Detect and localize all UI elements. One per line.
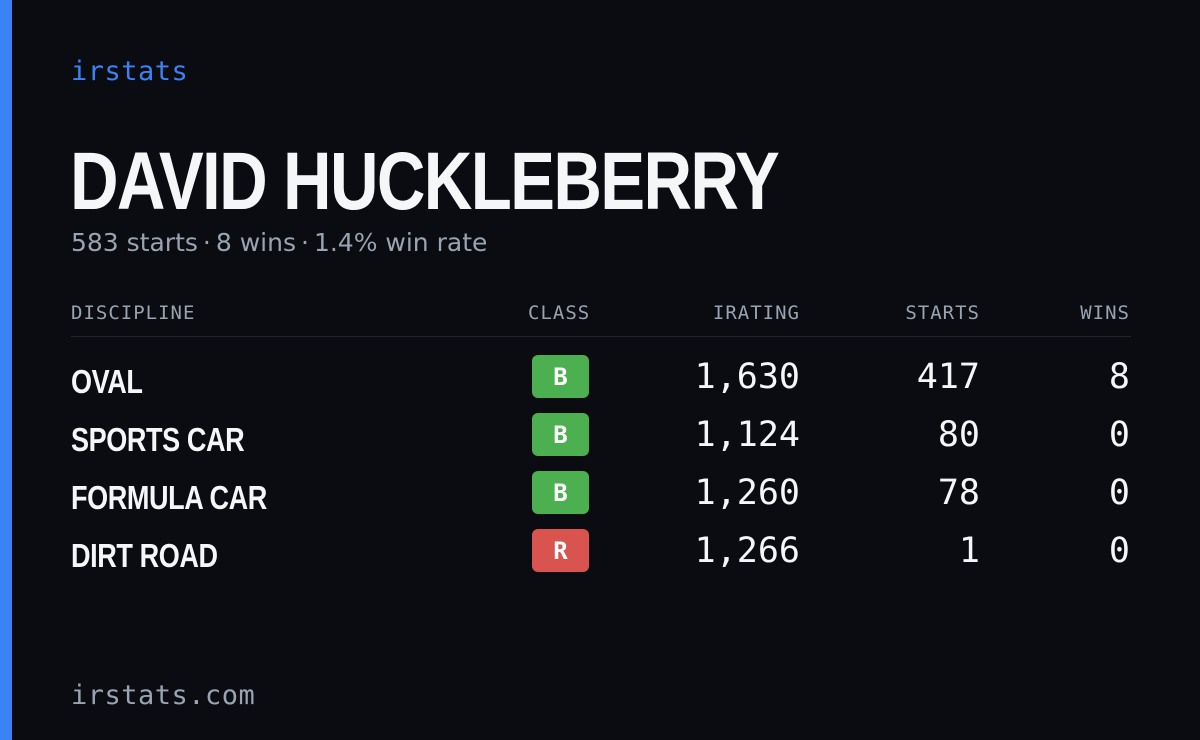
wins-value: 0 bbox=[1108, 531, 1130, 571]
class-badge: B bbox=[532, 413, 589, 456]
class-badge: R bbox=[532, 529, 589, 572]
irating-value: 1,260 bbox=[694, 473, 800, 513]
driver-name: DAVID HUCKLEBERRY bbox=[70, 136, 780, 227]
brand-logo[interactable]: irstats bbox=[71, 56, 189, 87]
discipline-name: DIRT ROAD bbox=[71, 537, 218, 574]
table-row: SPORTS CAR B 1,124 80 0 bbox=[71, 411, 1131, 469]
header-class: CLASS bbox=[528, 302, 591, 324]
header-discipline: DISCIPLINE bbox=[71, 302, 196, 324]
class-badge: B bbox=[532, 471, 589, 514]
driver-summary: 583 starts · 8 wins · 1.4% win rate bbox=[71, 228, 487, 257]
summary-win-rate: 1.4% win rate bbox=[313, 228, 488, 257]
table-body: OVAL B 1,630 417 8 SPORTS CAR B 1,124 80… bbox=[71, 337, 1131, 585]
starts-value: 80 bbox=[937, 415, 980, 455]
table-row: OVAL B 1,630 417 8 bbox=[71, 353, 1131, 411]
discipline-name: SPORTS CAR bbox=[71, 421, 245, 458]
table-row: DIRT ROAD R 1,266 1 0 bbox=[71, 527, 1131, 585]
starts-value: 78 bbox=[937, 473, 980, 513]
discipline-name: FORMULA CAR bbox=[71, 479, 267, 516]
irating-value: 1,630 bbox=[694, 357, 800, 397]
class-badge: B bbox=[532, 355, 589, 398]
summary-wins: 8 wins bbox=[215, 228, 296, 257]
starts-value: 417 bbox=[916, 357, 980, 397]
table-row: FORMULA CAR B 1,260 78 0 bbox=[71, 469, 1131, 527]
footer-url[interactable]: irstats.com bbox=[71, 680, 256, 711]
irating-value: 1,266 bbox=[694, 531, 800, 571]
wins-value: 0 bbox=[1108, 415, 1130, 455]
wins-value: 8 bbox=[1108, 357, 1130, 397]
header-wins: WINS bbox=[1080, 302, 1130, 324]
table-header: DISCIPLINE CLASS IRATING STARTS WINS bbox=[71, 296, 1131, 337]
summary-starts: 583 starts bbox=[71, 228, 198, 257]
stats-table: DISCIPLINE CLASS IRATING STARTS WINS OVA… bbox=[71, 296, 1131, 585]
discipline-name: OVAL bbox=[71, 363, 143, 400]
summary-separator: · bbox=[301, 228, 309, 257]
starts-value: 1 bbox=[958, 531, 980, 571]
accent-bar bbox=[0, 0, 12, 740]
summary-separator: · bbox=[202, 228, 211, 257]
header-irating: IRATING bbox=[712, 302, 800, 324]
wins-value: 0 bbox=[1108, 473, 1130, 513]
irating-value: 1,124 bbox=[694, 415, 800, 455]
header-starts: STARTS bbox=[905, 302, 980, 324]
